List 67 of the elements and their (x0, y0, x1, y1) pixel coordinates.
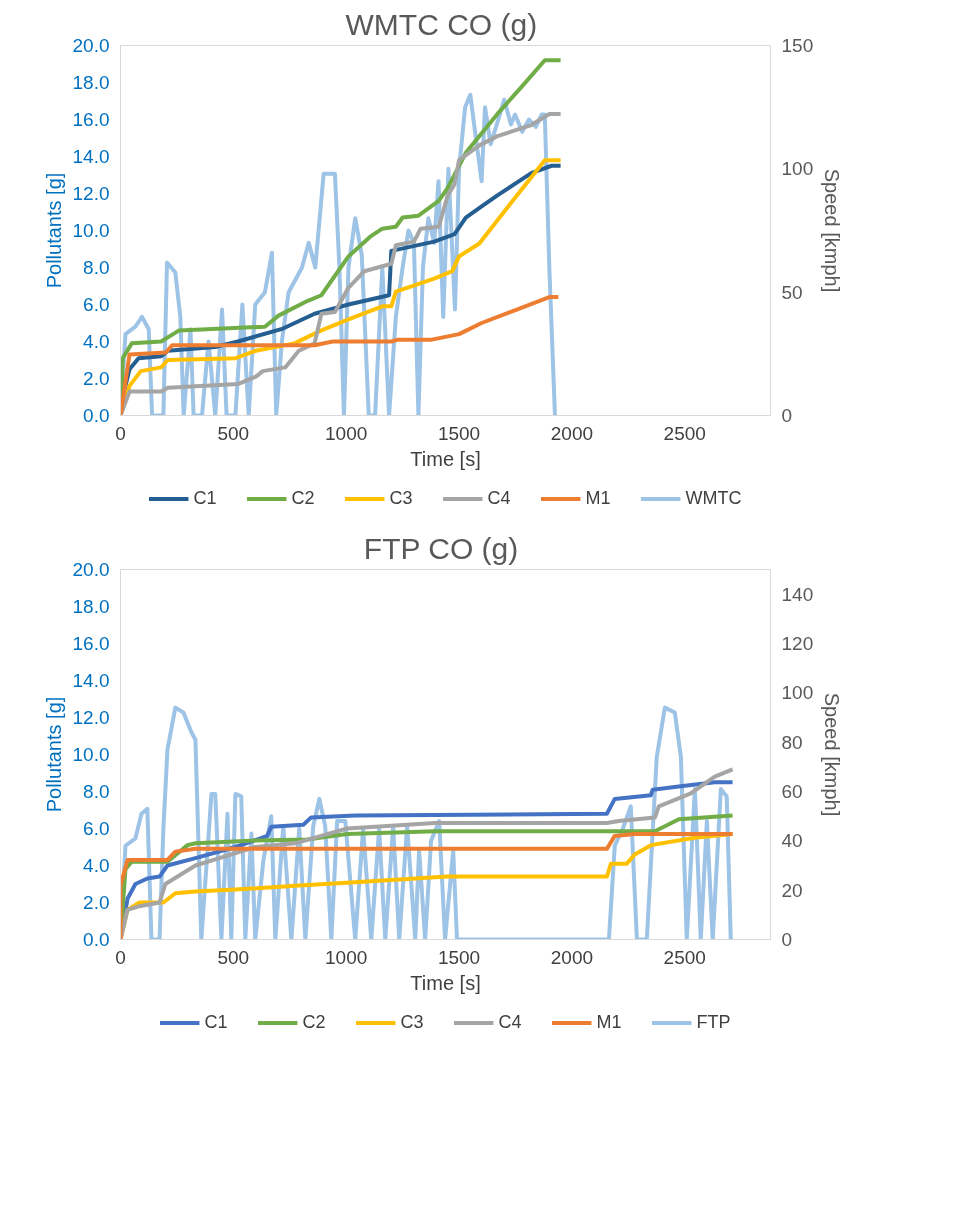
x-tick-label: 2500 (663, 946, 706, 968)
y2-tick-label: 150 (781, 35, 814, 56)
y-tick-label: 12.0 (72, 707, 110, 728)
x-axis-title: Time [s] (410, 447, 481, 470)
x-tick-label: 2500 (663, 422, 706, 444)
y2-tick-label: 20 (781, 879, 803, 901)
y-tick-label: 6.0 (83, 294, 110, 315)
legend-label: C4 (487, 487, 511, 509)
y-tick-label: 14.0 (72, 670, 110, 691)
legend-label: C2 (302, 1011, 326, 1033)
x-tick-label: 500 (217, 422, 250, 444)
y2-axis-title: Speed [kmph] (821, 692, 844, 817)
y2-tick-label: 80 (781, 731, 803, 753)
y2-tick-label: 140 (781, 583, 814, 605)
legend-label: C1 (204, 1011, 228, 1033)
legend-label: FTP (696, 1011, 731, 1033)
x-tick-label: 500 (217, 946, 250, 968)
y-tick-label: 12.0 (72, 183, 110, 204)
line-series (120, 295, 561, 416)
y-tick-label: 4.0 (83, 331, 110, 352)
y-axis-title: Pollutants [g] (42, 696, 65, 813)
y-tick-label: 16.0 (72, 633, 110, 654)
y2-tick-label: 40 (781, 830, 803, 852)
y-tick-label: 8.0 (83, 781, 110, 802)
chart-title: FTP CO (g) (363, 531, 519, 565)
y2-tick-label: 120 (781, 633, 814, 654)
legend-label: M1 (585, 487, 611, 509)
legend-label: C4 (498, 1011, 522, 1033)
x-tick-label: 1500 (437, 946, 481, 968)
y-tick-label: 18.0 (72, 596, 110, 617)
y-tick-label: 18.0 (72, 72, 110, 93)
y-tick-label: 8.0 (83, 257, 110, 278)
y2-tick-label: 50 (781, 281, 803, 303)
y2-tick-label: 100 (781, 158, 814, 180)
y-tick-label: 14.0 (72, 146, 110, 167)
legend-label: WMTC (685, 487, 742, 509)
x-tick-label: 1000 (325, 946, 368, 968)
y-tick-label: 10.0 (72, 220, 110, 241)
legend-label: C2 (291, 487, 315, 509)
legend-label: C1 (193, 487, 217, 509)
y-tick-label: 2.0 (83, 892, 110, 913)
y-tick-label: 6.0 (83, 818, 110, 839)
legend-label: C3 (400, 1011, 424, 1033)
x-tick-label: 0 (115, 422, 126, 444)
legend-label: M1 (596, 1011, 622, 1033)
legend-label: C3 (389, 487, 413, 509)
y-tick-label: 0.0 (83, 929, 110, 950)
y2-tick-label: 0 (781, 405, 793, 426)
y-tick-label: 16.0 (72, 109, 110, 130)
x-axis-title: Time [s] (410, 971, 481, 994)
y-tick-label: 20.0 (72, 559, 110, 580)
y-axis-title: Pollutants [g] (42, 172, 65, 289)
y-tick-label: 4.0 (83, 855, 110, 876)
y-tick-label: 10.0 (72, 744, 110, 765)
y2-tick-label: 60 (781, 781, 803, 802)
y-tick-label: 20.0 (72, 35, 110, 56)
y2-axis-title: Speed [kmph] (821, 168, 844, 293)
y2-tick-label: 0 (781, 929, 793, 950)
x-tick-label: 2000 (550, 946, 594, 968)
y2-tick-label: 100 (781, 682, 814, 704)
y-tick-label: 0.0 (83, 405, 110, 426)
x-tick-label: 2000 (550, 422, 594, 444)
x-tick-label: 1000 (325, 422, 368, 444)
y-tick-label: 2.0 (83, 368, 110, 389)
x-tick-label: 0 (115, 946, 126, 968)
x-tick-label: 1500 (437, 422, 481, 444)
chart-title: WMTC CO (g) (345, 7, 538, 41)
